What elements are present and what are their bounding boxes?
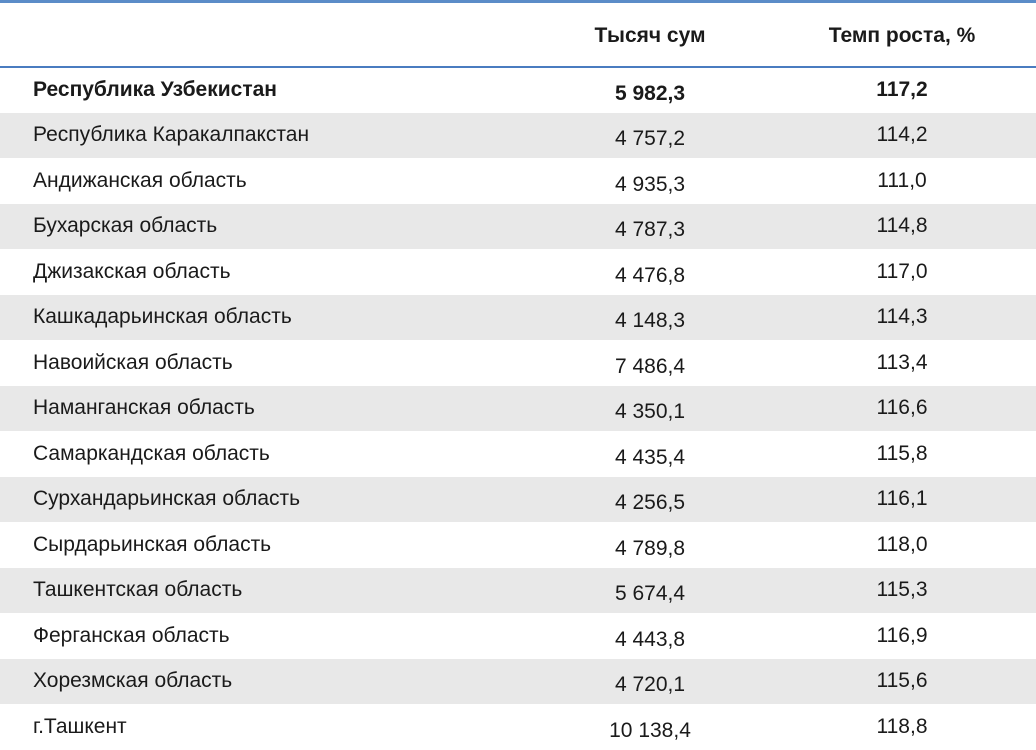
table-row: Сырдарьинская область 4 789,8 118,0	[0, 522, 1036, 568]
value-cell: 4 435,4	[614, 445, 686, 469]
table-row: Кашкадарьинская область 4 148,3 114,3	[0, 294, 1036, 340]
region-cell: Хорезмская область	[33, 669, 233, 693]
value-cell: 4 789,8	[614, 536, 686, 560]
region-cell: Сурхандарьинская область	[33, 487, 301, 511]
table-body: Республика Узбекистан 5 982,3 117,2 Республ…	[0, 67, 1036, 750]
region-cell: Джизакская область	[33, 259, 231, 283]
region-cell: Наманганская область	[33, 396, 255, 420]
header-value: Тысяч сум	[504, 5, 760, 68]
value-cell: 4 256,5	[614, 491, 686, 515]
region-cell: Республика Узбекистан	[33, 78, 277, 102]
region-cell: Ташкентская область	[33, 578, 243, 602]
region-income-table: Тысяч сум Темп роста, % Республика Узбек…	[0, 5, 1036, 750]
region-cell: Сырдарьинская область	[33, 532, 272, 556]
growth-cell: 115,3	[876, 578, 928, 602]
table-row: г.Ташкент 10 138,4 118,8	[0, 704, 1036, 750]
region-cell: Самаркандская область	[33, 441, 270, 465]
growth-cell: 118,8	[876, 714, 928, 738]
region-cell: г.Ташкент	[33, 714, 127, 738]
growth-cell: 114,3	[876, 305, 928, 329]
growth-cell: 111,0	[877, 168, 927, 192]
table-row: Бухарская область 4 787,3 114,8	[0, 203, 1036, 249]
value-cell: 4 476,8	[614, 263, 686, 287]
growth-cell: 114,2	[876, 123, 928, 147]
table-row: Сурхандарьинская область 4 256,5 116,1	[0, 476, 1036, 522]
growth-cell: 117,2	[876, 78, 928, 102]
table-header: Тысяч сум Темп роста, %	[0, 5, 1036, 68]
table-row-total: Республика Узбекистан 5 982,3 117,2	[0, 67, 1036, 113]
growth-cell: 115,8	[876, 441, 928, 465]
value-cell: 4 757,2	[614, 127, 686, 151]
header-region	[0, 5, 504, 68]
value-cell: 4 935,3	[614, 172, 686, 196]
table-row: Навоийская область 7 486,4 113,4	[0, 340, 1036, 386]
header-row: Тысяч сум Темп роста, %	[0, 5, 1036, 68]
growth-cell: 113,4	[876, 350, 928, 374]
value-cell: 4 443,8	[614, 627, 686, 651]
growth-cell: 117,0	[876, 259, 928, 283]
region-cell: Республика Каракалпакстан	[33, 123, 310, 147]
growth-cell: 115,6	[876, 669, 928, 693]
region-cell: Андижанская область	[33, 168, 247, 192]
value-cell: 7 486,4	[614, 354, 686, 378]
table-row: Наманганская область 4 350,1 116,6	[0, 385, 1036, 431]
header-growth: Темп роста, %	[760, 5, 1036, 68]
growth-cell: 118,0	[876, 532, 928, 556]
table-row: Джизакская область 4 476,8 117,0	[0, 249, 1036, 295]
region-cell: Ферганская область	[33, 623, 230, 647]
top-rule	[0, 0, 1036, 3]
value-cell: 4 350,1	[614, 400, 686, 424]
growth-cell: 116,9	[876, 623, 928, 647]
region-cell: Кашкадарьинская область	[33, 305, 292, 329]
growth-cell: 116,1	[876, 487, 928, 511]
table-row: Ферганская область 4 443,8 116,9	[0, 613, 1036, 659]
value-cell: 4 148,3	[614, 309, 686, 333]
value-cell: 10 138,4	[609, 718, 691, 742]
growth-cell: 116,6	[876, 396, 928, 420]
region-cell: Навоийская область	[33, 350, 233, 374]
growth-cell: 114,8	[876, 214, 928, 238]
value-cell: 5 674,4	[614, 582, 686, 606]
value-cell: 5 982,3	[614, 82, 686, 106]
region-cell: Бухарская область	[33, 214, 218, 238]
table-row: Республика Каракалпакстан 4 757,2 114,2	[0, 112, 1036, 158]
table-row: Хорезмская область 4 720,1 115,6	[0, 658, 1036, 704]
table-row: Ташкентская область 5 674,4 115,3	[0, 567, 1036, 613]
value-cell: 4 787,3	[614, 218, 686, 242]
table-row: Андижанская область 4 935,3 111,0	[0, 158, 1036, 204]
table-row: Самаркандская область 4 435,4 115,8	[0, 431, 1036, 477]
value-cell: 4 720,1	[614, 673, 686, 697]
